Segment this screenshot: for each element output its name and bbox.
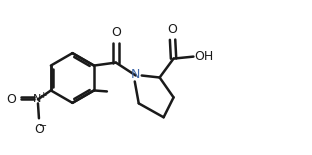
Text: +: + xyxy=(39,91,46,100)
Text: O: O xyxy=(34,123,44,136)
Text: N: N xyxy=(33,94,41,104)
Text: N: N xyxy=(131,68,140,81)
Text: O: O xyxy=(168,23,178,36)
Text: OH: OH xyxy=(194,50,214,63)
Text: −: − xyxy=(39,121,47,131)
Text: O: O xyxy=(111,26,121,39)
Text: O: O xyxy=(6,93,16,106)
